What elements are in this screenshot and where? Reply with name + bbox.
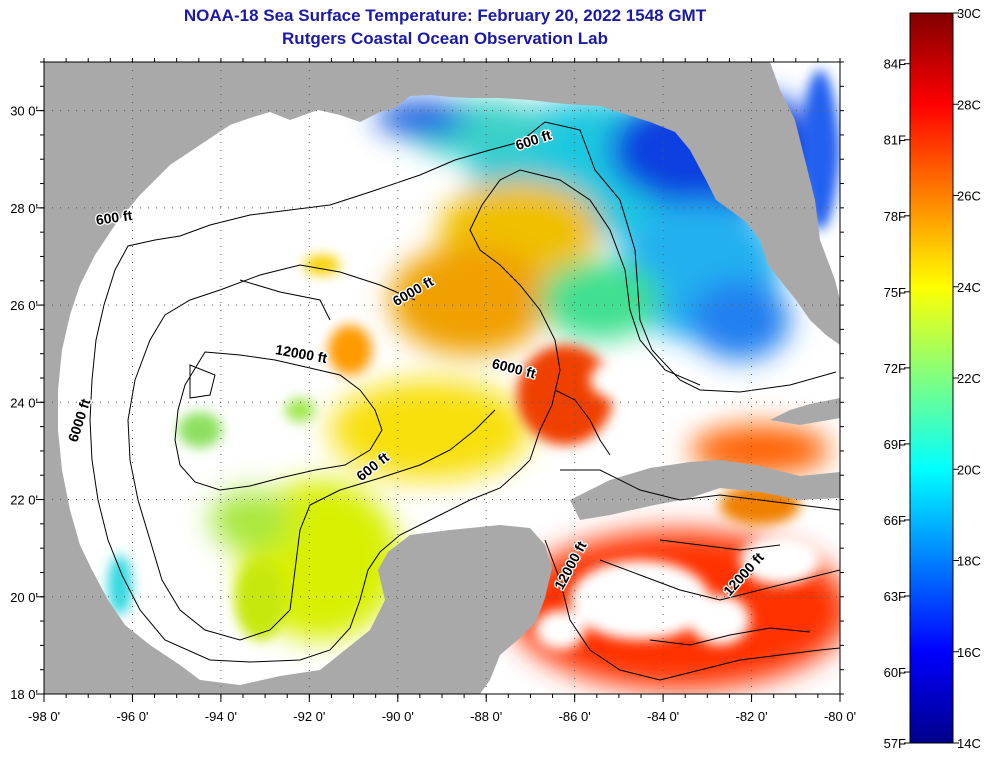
colorbar-fahrenheit-labels: 84F 81F 78F 75F 72F 69F 66F 63F 60F 57F bbox=[884, 57, 906, 751]
colorbar-c-label: 30C bbox=[957, 6, 981, 21]
lat-tick-label: 20 0' bbox=[10, 590, 38, 605]
colorbar: 30C 28C 26C 24C 22C 20C 18C 16C 14C 84F 81F 78F 75F… bbox=[884, 6, 981, 751]
lon-tick-label: -98 0' bbox=[28, 709, 60, 724]
colorbar-f-label: 57F bbox=[884, 736, 906, 751]
colorbar-c-label: 26C bbox=[957, 189, 981, 204]
map-subtitle: Rutgers Coastal Ocean Observation Lab bbox=[282, 29, 608, 48]
lat-tick-label: 28 0' bbox=[10, 201, 38, 216]
land bbox=[44, 62, 840, 694]
colorbar-c-label: 20C bbox=[957, 462, 981, 477]
lon-tick-label: -80 0' bbox=[824, 709, 856, 724]
colorbar-c-label: 24C bbox=[957, 280, 981, 295]
colorbar-c-label: 14C bbox=[957, 736, 981, 751]
colorbar-f-label: 81F bbox=[884, 133, 906, 148]
colorbar-gradient bbox=[909, 12, 954, 744]
colorbar-c-label: 16C bbox=[957, 645, 981, 660]
lon-tick-label: -94 0' bbox=[205, 709, 237, 724]
lat-tick-label: 26 0' bbox=[10, 298, 38, 313]
bathymetry-contours bbox=[89, 121, 840, 681]
colorbar-f-label: 84F bbox=[884, 57, 906, 72]
colorbar-c-label: 22C bbox=[957, 371, 981, 386]
map-title: NOAA-18 Sea Surface Temperature: Februar… bbox=[183, 6, 707, 25]
lat-tick-label: 22 0' bbox=[10, 493, 38, 508]
lon-tick-label: -86 0' bbox=[559, 709, 591, 724]
lon-tick-label: -88 0' bbox=[470, 709, 502, 724]
colorbar-celsius-labels: 30C 28C 26C 24C 22C 20C 18C 16C 14C bbox=[957, 6, 981, 751]
colorbar-c-label: 18C bbox=[957, 554, 981, 569]
colorbar-c-label: 28C bbox=[957, 97, 981, 112]
lat-tick-label: 30 0' bbox=[10, 104, 38, 119]
colorbar-f-label: 63F bbox=[884, 589, 906, 604]
axis-ticks bbox=[36, 58, 844, 702]
lat-tick-label: 18 0' bbox=[10, 687, 38, 702]
colorbar-f-label: 72F bbox=[884, 361, 906, 376]
longitude-labels: -98 0' -96 0' -94 0' -92 0' -90 0' -88 0' -86 … bbox=[28, 709, 856, 724]
contour-label: 600 ft bbox=[95, 207, 134, 228]
lon-tick-label: -92 0' bbox=[293, 709, 325, 724]
lon-tick-label: -84 0' bbox=[647, 709, 679, 724]
colorbar-f-label: 78F bbox=[884, 209, 906, 224]
colorbar-f-label: 75F bbox=[884, 285, 906, 300]
lon-tick-label: -96 0' bbox=[116, 709, 148, 724]
lat-tick-label: 24 0' bbox=[10, 395, 38, 410]
colorbar-f-label: 69F bbox=[884, 437, 906, 452]
latitude-labels: 30 0' 28 0' 26 0' 24 0' 22 0' 20 0' 18 0' bbox=[10, 104, 38, 702]
lon-tick-label: -90 0' bbox=[382, 709, 414, 724]
colorbar-f-label: 66F bbox=[884, 513, 906, 528]
colorbar-f-label: 60F bbox=[884, 665, 906, 680]
lon-tick-label: -82 0' bbox=[735, 709, 767, 724]
